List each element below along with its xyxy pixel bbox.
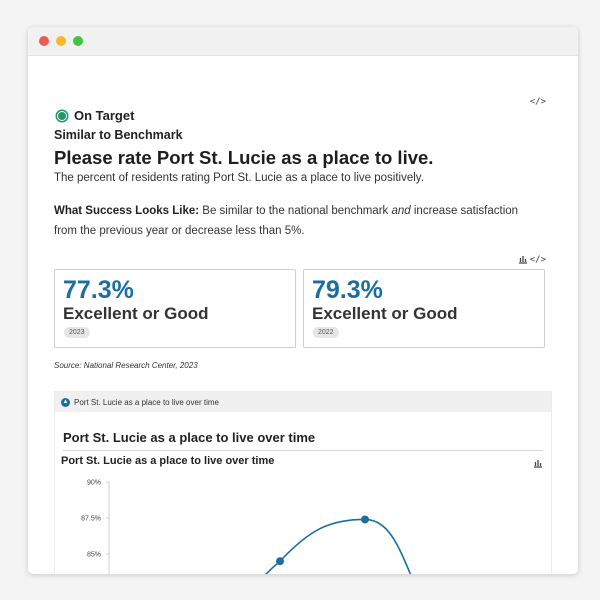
chart-panel: ▲ Port St. Lucie as a place to live over…: [54, 391, 552, 574]
content: </> On Target Similar to Benchmark Pleas…: [54, 55, 552, 574]
result-card-2023: 77.3% Excellent or Good 2023: [54, 269, 296, 348]
data-point[interactable]: [361, 515, 369, 524]
success-emphasis: and: [391, 205, 411, 217]
data-point[interactable]: [276, 557, 284, 566]
success-label: What Success Looks Like:: [54, 205, 200, 217]
y-tick-label: 87.5%: [81, 516, 101, 523]
bar-chart-icon[interactable]: [533, 458, 543, 471]
code-icon[interactable]: </>: [529, 255, 546, 265]
chevron-up-icon: ▲: [61, 397, 70, 407]
result-label: Excellent or Good: [312, 304, 458, 323]
bar-chart-icon[interactable]: [518, 254, 528, 267]
status-label: On Target: [74, 108, 135, 123]
panel-header-label: Port St. Lucie as a place to live over t…: [74, 397, 219, 407]
maximize-window-button[interactable]: [73, 36, 83, 46]
minimize-window-button[interactable]: [56, 36, 66, 46]
status-dot-icon: [57, 110, 67, 121]
year-badge: 2023: [64, 327, 90, 338]
panel-title: Port St. Lucie as a place to live over t…: [63, 430, 316, 445]
line-chart: 90%87.5%85%82.5%: [81, 480, 412, 574]
browser-window: </> On Target Similar to Benchmark Pleas…: [28, 27, 578, 574]
panel-header-toggle[interactable]: ▲ Port St. Lucie as a place to live over…: [55, 392, 551, 412]
question-description: The percent of residents rating Port St.…: [54, 172, 424, 184]
source-note: Source: National Research Center, 2023: [54, 361, 198, 370]
close-window-button[interactable]: [39, 36, 49, 46]
result-value: 79.3%: [312, 276, 383, 304]
success-criteria: What Success Looks Like: Be similar to t…: [54, 201, 544, 241]
success-text-2: increase satisfaction from the previous …: [54, 205, 519, 237]
success-text-1: Be similar to the national benchmark: [199, 205, 392, 217]
chart-title: Port St. Lucie as a place to live over t…: [61, 455, 275, 467]
year-badge: 2022: [313, 327, 339, 338]
result-value: 77.3%: [63, 276, 134, 304]
code-icon[interactable]: </>: [529, 97, 546, 107]
result-label: Excellent or Good: [63, 304, 209, 323]
y-tick-label: 85%: [87, 552, 101, 559]
question-title: Please rate Port St. Lucie as a place to…: [54, 147, 434, 168]
benchmark-subtitle: Similar to Benchmark: [54, 128, 183, 142]
title-bar: [28, 27, 578, 56]
y-tick-label: 90%: [87, 480, 101, 487]
status-indicator: On Target: [54, 108, 134, 123]
result-card-2022: 79.3% Excellent or Good 2022: [303, 269, 545, 348]
series-line: [264, 518, 412, 574]
divider: [63, 450, 543, 451]
